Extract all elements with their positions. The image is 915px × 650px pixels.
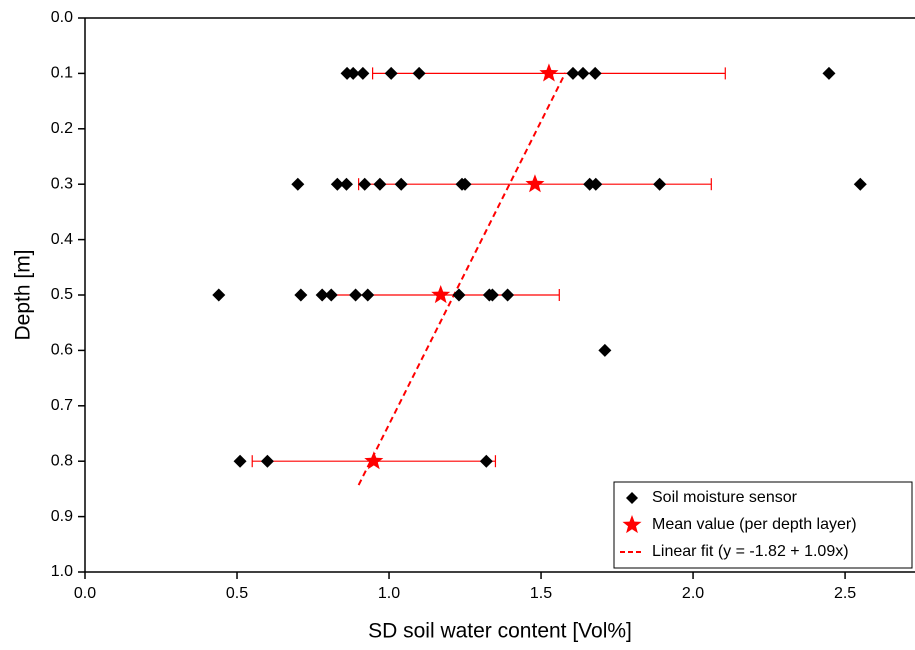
sensor-point (822, 66, 836, 80)
x-tick-label: 1.0 (378, 585, 400, 602)
legend-label: Linear fit (y = -1.82 + 1.09x) (652, 543, 849, 560)
sensor-point (452, 288, 466, 302)
sensor-point (330, 177, 344, 191)
mean-point (539, 63, 559, 82)
y-tick-label: 0.8 (51, 452, 73, 469)
x-tick-label: 1.5 (530, 585, 552, 602)
sensor-point (294, 288, 308, 302)
legend-label: Mean value (per depth layer) (652, 516, 857, 533)
x-tick-label: 2.0 (682, 585, 704, 602)
sensor-point (576, 66, 590, 80)
x-tick-label: 0.5 (226, 585, 248, 602)
sensor-point (358, 177, 372, 191)
mean-point (364, 451, 384, 470)
sensor-point (566, 66, 580, 80)
legend-label: Soil moisture sensor (652, 489, 798, 506)
y-tick-label: 0.5 (51, 286, 73, 303)
y-tick-label: 1.0 (51, 563, 73, 580)
sensor-point (315, 288, 329, 302)
sensor-point (356, 66, 370, 80)
mean-point (431, 285, 451, 304)
sensor-point (853, 177, 867, 191)
y-tick-label: 0.6 (51, 342, 73, 359)
y-tick-label: 0.4 (51, 231, 73, 248)
legend-box (613, 481, 913, 569)
mean-point (525, 174, 545, 193)
legend: Soil moisture sensor Mean value (per dept… (613, 481, 913, 569)
legend-marker (622, 515, 642, 534)
sensor-point (373, 177, 387, 191)
sensor-point (485, 288, 499, 302)
y-tick-label: 0.2 (51, 120, 73, 137)
y-tick-label: 0.7 (51, 397, 73, 414)
y-tick-label: 0.9 (51, 508, 73, 525)
y-axis-title: Depth [m] (12, 249, 35, 340)
sensor-point (324, 288, 338, 302)
sensor-point (501, 288, 515, 302)
y-tick-label: 0.0 (51, 9, 73, 26)
legend-marker (626, 492, 638, 504)
sensor-point (589, 177, 603, 191)
x-tick-label: 0.0 (74, 585, 96, 602)
y-tick-label: 0.1 (51, 65, 73, 82)
sensor-point (384, 66, 398, 80)
sensor-point (346, 66, 360, 80)
sensor-point (233, 454, 247, 468)
sensor-point (212, 288, 226, 302)
fit-line (357, 72, 567, 486)
y-tick-label: 0.3 (51, 175, 73, 192)
sensor-point (458, 177, 472, 191)
sensor-point (394, 177, 408, 191)
sensor-point (598, 343, 612, 357)
sensor-point (339, 177, 353, 191)
sensor-point (412, 66, 426, 80)
x-tick-label: 2.5 (834, 585, 856, 602)
x-axis-title: SD soil water content [Vol%] (368, 620, 632, 643)
sensor-point (291, 177, 305, 191)
sensor-point (479, 454, 493, 468)
sensor-point (588, 66, 602, 80)
sensor-point (260, 454, 274, 468)
sensor-point (349, 288, 363, 302)
sensor-point (361, 288, 375, 302)
sensor-point (653, 177, 667, 191)
